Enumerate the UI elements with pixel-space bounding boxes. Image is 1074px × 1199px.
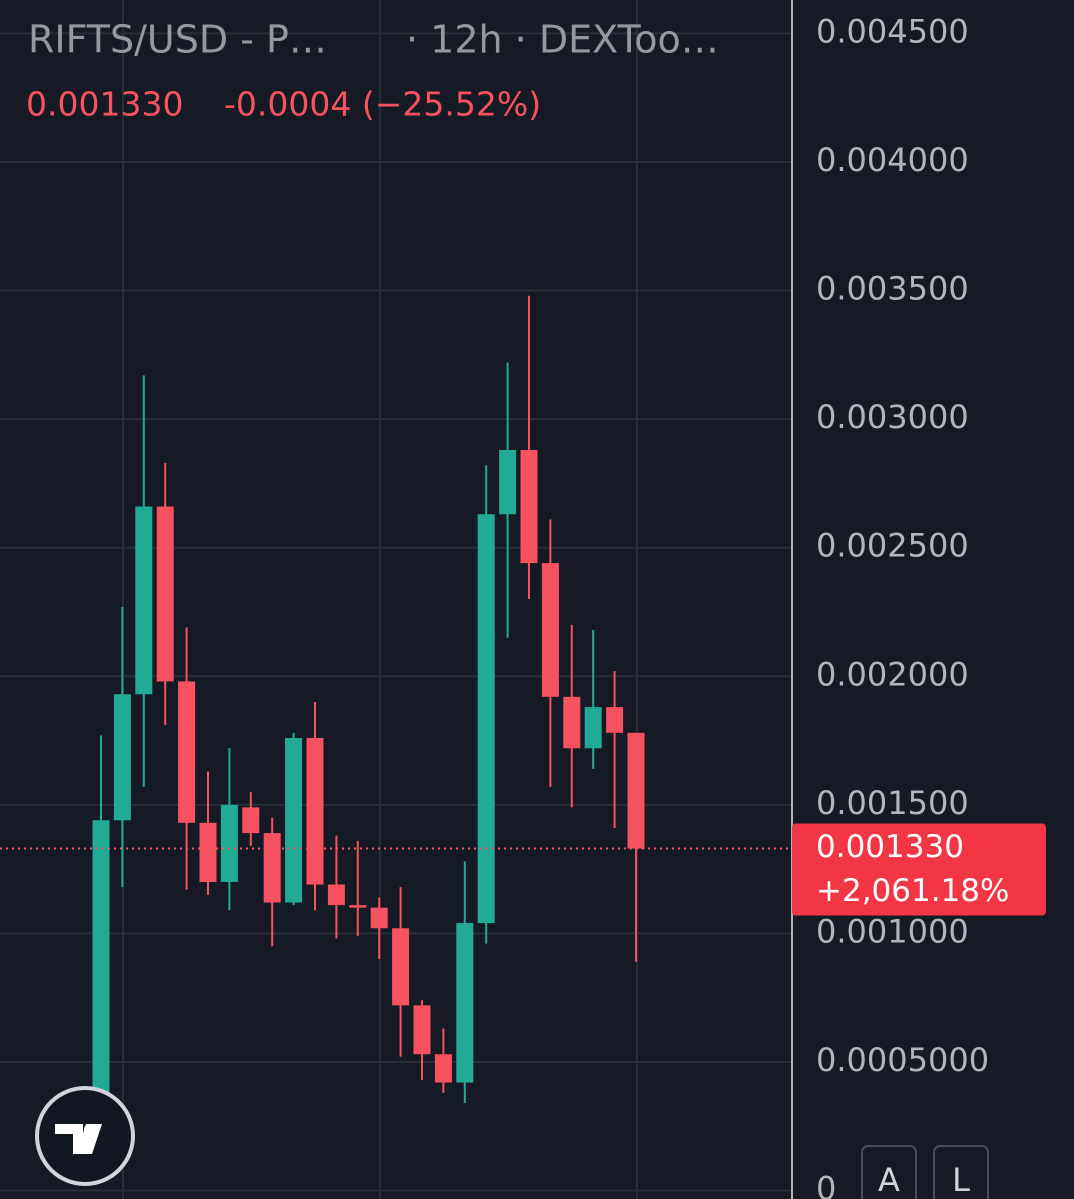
candle-body <box>499 449 517 515</box>
y-tick-label: 0.0005000 <box>816 1041 989 1079</box>
candle-body <box>606 707 624 733</box>
y-tick-label: 0.004500 <box>816 12 969 50</box>
tradingview-logo <box>35 1086 135 1186</box>
log-label[interactable]: L <box>952 1161 970 1199</box>
chart-subtitle: · 12h · DEXToo… <box>406 18 719 62</box>
y-tick-label: 0.002000 <box>816 655 969 693</box>
y-tick-label: 0.001000 <box>816 912 969 950</box>
last-price-badge-label: 0.001330 <box>816 829 964 865</box>
auto-button[interactable] <box>861 1145 917 1199</box>
grid <box>0 0 792 1199</box>
candle-body <box>199 822 217 882</box>
last-price: 0.001330 <box>26 85 183 124</box>
candle-body <box>563 696 581 749</box>
candle-body <box>242 807 260 834</box>
candle-body <box>392 928 410 1006</box>
candle-body <box>285 737 303 903</box>
y-tick-label: 0.004000 <box>816 141 969 179</box>
y-tick-label: 0.001500 <box>816 784 969 822</box>
y-tick-label: 0.003000 <box>816 398 969 436</box>
candle-body <box>220 804 238 882</box>
candle-body <box>627 732 645 849</box>
y-tick-label: 0 <box>816 1170 836 1199</box>
last-price-badge <box>792 823 1046 916</box>
candles <box>92 295 645 1178</box>
candle-body <box>477 514 495 924</box>
price-change: -0.0004 (−25.52%) <box>224 85 541 124</box>
chart-title: RIFTS/USD - P… <box>28 18 327 62</box>
candle-body <box>520 449 538 564</box>
y-tick-label: 0.002500 <box>816 527 969 565</box>
candle-body <box>156 506 174 682</box>
y-tick-label: 0.003500 <box>816 270 969 308</box>
candle-body <box>113 694 131 821</box>
candle-body <box>349 905 367 908</box>
candle-body <box>92 820 110 1176</box>
candle-body <box>413 1005 431 1055</box>
candle-body <box>263 833 281 903</box>
candle-body <box>541 563 559 697</box>
auto-label[interactable]: A <box>878 1161 900 1199</box>
candle-body <box>178 681 196 823</box>
candle-body <box>327 884 345 906</box>
last-change-badge-label: +2,061.18% <box>816 873 1009 909</box>
candle-body <box>306 737 324 885</box>
candle-body <box>135 506 153 695</box>
log-button[interactable] <box>933 1145 989 1199</box>
candle-body <box>456 923 474 1083</box>
candle-body <box>434 1054 452 1083</box>
candle-body <box>370 907 388 929</box>
candle-body <box>584 707 602 749</box>
